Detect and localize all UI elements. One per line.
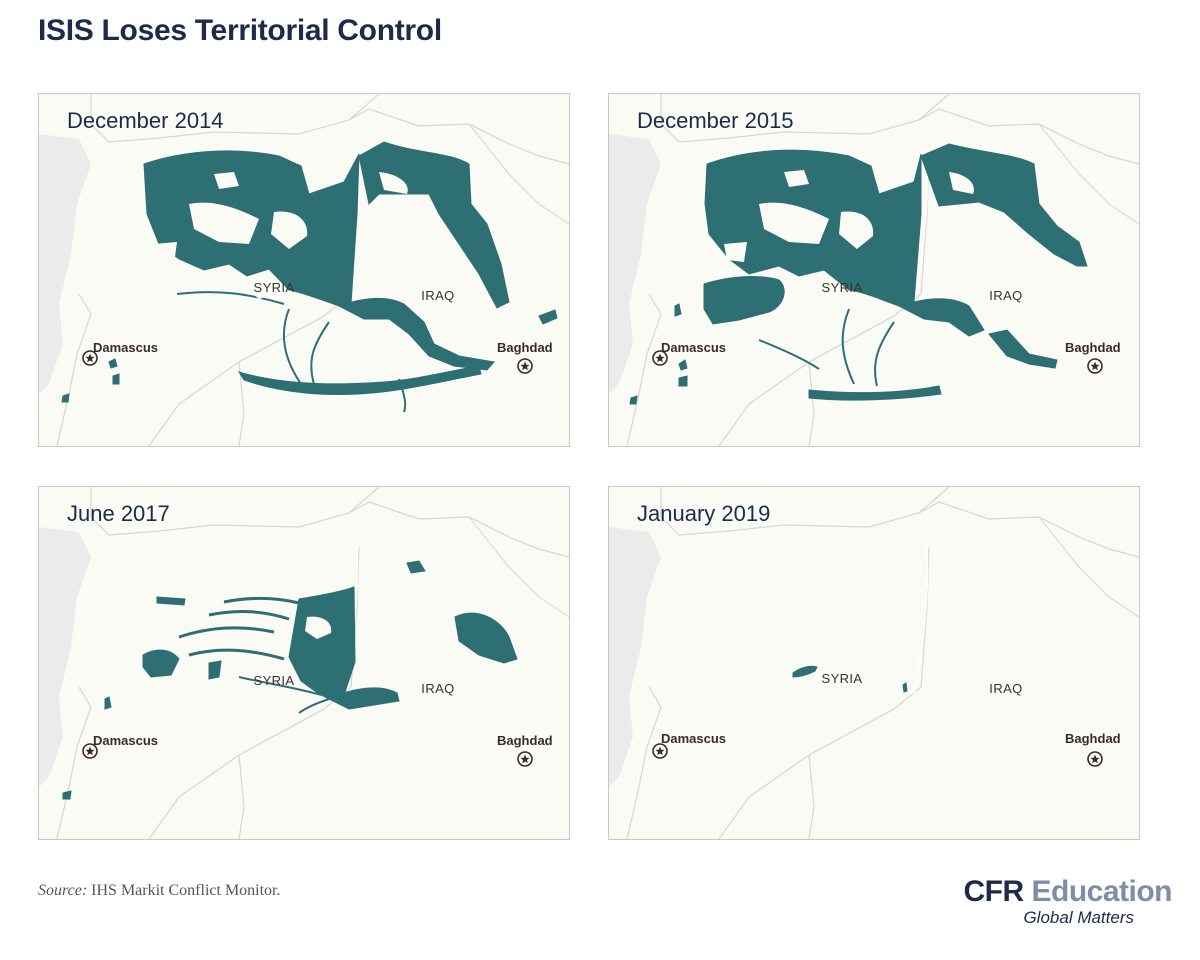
country-label-syria: SYRIA: [253, 673, 295, 688]
map-base: [39, 94, 569, 446]
city-label-damascus: Damascus: [661, 340, 727, 355]
city-label-baghdad: Baghdad: [1065, 340, 1121, 355]
map-base: [39, 487, 569, 839]
map-panel-june-2017: June 2017 SYRIA IRAQ Damascus Baghdad: [38, 486, 570, 840]
country-label-iraq: IRAQ: [989, 288, 1023, 303]
source-label: Source:: [38, 882, 88, 899]
brand-logo: CFR Education Global Matters: [964, 876, 1173, 928]
city-label-baghdad: Baghdad: [497, 340, 553, 355]
territory-2019: [792, 665, 908, 693]
map-base: [609, 94, 1139, 446]
panel-date: December 2015: [637, 108, 794, 133]
brand-education: Education: [1023, 875, 1172, 908]
map-panel-december-2015: December 2015 SYRIA IRAQ Damascus Baghda…: [608, 93, 1140, 447]
map-panel-january-2019: January 2019 SYRIA IRAQ Damascus Baghdad: [608, 486, 1140, 840]
source-note: Source: IHS Markit Conflict Monitor.: [38, 882, 281, 900]
brand-cfr: CFR: [963, 875, 1025, 908]
city-label-damascus: Damascus: [661, 731, 727, 746]
country-label-syria: SYRIA: [821, 280, 863, 295]
territory-2017: [62, 560, 518, 800]
country-label-iraq: IRAQ: [421, 288, 455, 303]
map-panel-december-2014: December 2014 SYRIA IRAQ Damascus Baghda…: [38, 93, 570, 447]
city-label-damascus: Damascus: [93, 733, 159, 748]
panel-date: December 2014: [67, 108, 224, 133]
country-label-iraq: IRAQ: [989, 681, 1023, 696]
source-text: IHS Markit Conflict Monitor.: [87, 882, 281, 899]
page-title: ISIS Loses Territorial Control: [38, 14, 442, 47]
country-label-syria: SYRIA: [821, 671, 863, 686]
city-label-baghdad: Baghdad: [497, 733, 553, 748]
city-label-baghdad: Baghdad: [1065, 731, 1121, 746]
map-base: [609, 487, 1139, 839]
country-label-iraq: IRAQ: [421, 681, 455, 696]
panel-date: June 2017: [67, 501, 170, 526]
country-label-syria: SYRIA: [253, 280, 295, 295]
city-label-damascus: Damascus: [93, 340, 159, 355]
brand-tagline: Global Matters: [1023, 908, 1134, 927]
panel-date: January 2019: [637, 501, 771, 526]
